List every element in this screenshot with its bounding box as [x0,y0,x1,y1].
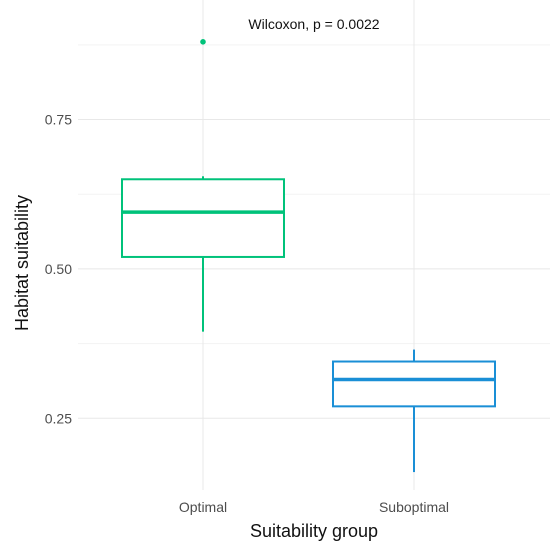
box-suboptimal [332,349,496,473]
box-optimal [121,39,285,332]
x-tick-label: Optimal [179,499,227,515]
y-axis-title: Habitat suitability [12,195,32,331]
tick-labels: 0.25 0.50 0.75 Optimal Suboptimal [45,112,449,515]
box-iqr [121,178,285,258]
y-tick-label: 0.25 [45,410,72,426]
boxes [121,39,496,473]
x-tick-label: Suboptimal [379,499,449,515]
box-iqr [332,360,496,408]
y-tick-label: 0.75 [45,112,72,128]
y-tick-label: 0.50 [45,261,72,277]
outlier-point [200,39,206,45]
x-axis-title: Suitability group [250,521,378,541]
wilcoxon-annotation: Wilcoxon, p = 0.0022 [248,16,379,32]
